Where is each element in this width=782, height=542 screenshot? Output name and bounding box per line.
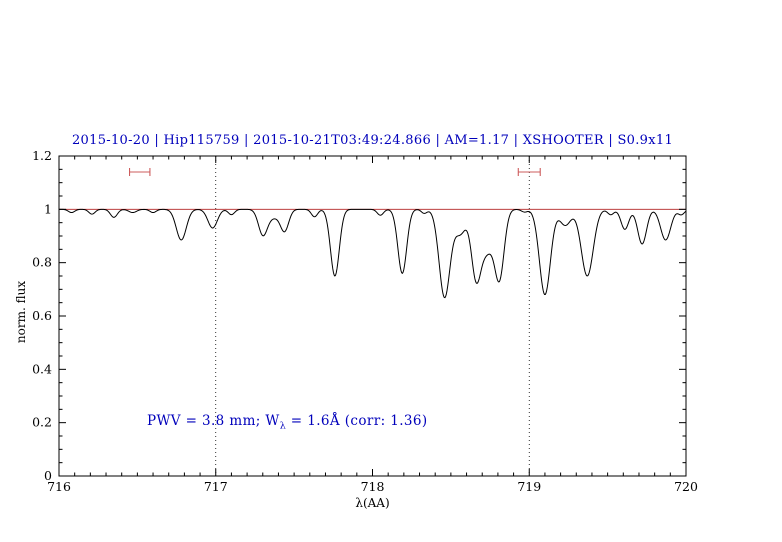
x-tick-label: 720	[674, 479, 698, 494]
y-tick-label: 1	[44, 201, 52, 216]
pwv-annotation-value: = 1.6Å (corr: 1.36)	[286, 413, 428, 429]
y-tick-label: 0	[44, 468, 52, 483]
range-marker	[517, 168, 541, 176]
x-tick-label: 718	[361, 479, 385, 494]
plot-title: 2015-10-20 | Hip115759 | 2015-10-21T03:4…	[71, 133, 674, 148]
x-tick-label: 717	[204, 479, 228, 494]
pwv-annotation-text: PWV = 3.8 mm; W	[147, 413, 280, 429]
axis-ticks	[58, 155, 687, 477]
range-marker	[128, 168, 151, 176]
y-tick-label: 0.6	[32, 308, 52, 323]
spectrum-line	[58, 208, 687, 299]
y-axis-label: norm. flux	[14, 280, 28, 344]
y-tick-label: 1.2	[32, 148, 52, 163]
x-tick-label: 716	[47, 479, 71, 494]
tick-labels: 716 717 718 719 720 0 0.2 0.4 0.6 0.8 1 1.2	[32, 148, 698, 494]
pwv-annotation-lambda-subscript: λ	[279, 420, 287, 432]
y-tick-label: 0.8	[32, 255, 52, 270]
y-tick-label: 0.4	[32, 361, 52, 376]
pwv-annotation: PWV = 3.8 mm; Wλ = 1.6Å (corr: 1.36)	[147, 413, 428, 432]
y-tick-label: 0.2	[32, 415, 52, 430]
x-axis-label: λ(AA)	[355, 496, 390, 510]
x-tick-label: 719	[517, 479, 541, 494]
